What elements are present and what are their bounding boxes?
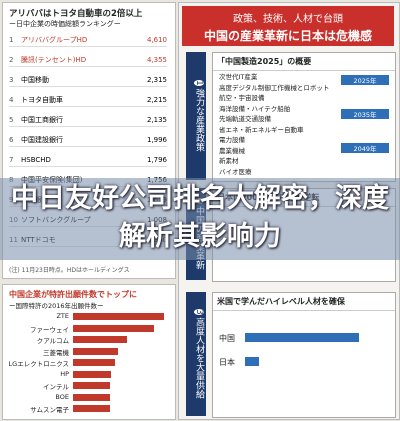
ranking-row: 2 騰訊(テンセント)HD 4,355 [9,53,167,67]
bar [73,382,111,389]
list-item: 高度デジタル制御工作機械とロボット [219,83,329,92]
ranking-cell: 騰訊(テンセント)HD [21,55,87,64]
ranking-cell: 2,215 [146,95,167,104]
section-number: 1 [194,80,204,86]
bar [73,313,164,320]
list-item: 省エネ・新エネルギー自動車 [219,125,304,134]
section-box: 米国で学んだハイレベル人材を確保中国日本 [212,292,396,418]
box-title: 米国で学んだハイレベル人材を確保 [213,293,395,311]
ranking-cell: 6 [9,135,14,144]
ranking-cell: 2 [9,55,14,64]
list-item: 海洋設備・ハイテク船舶 [219,104,291,113]
list-item: 先端軌道交通設備 [219,115,271,123]
section-box: 「中国製造2025」の概要次世代IT産業高度デジタル制御工作機械とロボット 航空・… [212,52,396,182]
ranking-cell: トヨタ自動車 [21,95,63,104]
ranking-cell: 4,610 [146,35,167,44]
ranking-cell: 4 [9,95,14,104]
box-title: 「中国製造2025」の概要 [213,53,395,71]
bar-label: 中国 [219,334,235,343]
section-label: 1 強力な産業政策 [186,52,206,180]
bar-label: 日本 [219,358,235,367]
section-text: 強力な産業政策 [194,88,204,152]
bar [73,393,110,401]
bar [73,324,155,332]
ranking-note: (注) 11月23日時点。HDはホールディングス [9,267,130,274]
bar [73,336,128,343]
bar [73,405,110,412]
bar-label: BOE [55,392,69,401]
ranking-row: 1 アリババグループHD 4,610 [9,33,167,47]
ranking-row: 7 HSBCHD 1,796 [9,153,167,167]
ranking-cell: 3 [9,75,14,84]
ranking-cell: 中国工商銀行 [21,115,63,124]
list-item: 次世代IT産業 [219,73,258,81]
bar-label: LGエレクトロニクス [8,360,69,368]
ranking-cell: 中国移動 [21,75,49,84]
ranking-cell: 7 [9,155,14,164]
ranking-title: アリババはトヨタ自動車の2倍以上 [9,9,143,19]
ranking-cell: HSBCHD [21,155,51,164]
ranking-cell: 2,315 [146,75,167,84]
overlay-title: 中日友好公司排名大解密，深度解析其影响力 [11,183,389,252]
bar-label: HP [60,369,69,378]
bar [73,359,115,366]
ranking-cell: 5 [9,115,14,124]
bar-label: ZTE [56,312,69,320]
patent-subtitle: ー国際特許の2016年出願件数ー [9,302,104,310]
bar [73,370,112,378]
patent-panel: 中国企業が特許出願件数でトップに ー国際特許の2016年出願件数ー ZTE ファー… [2,284,176,420]
bar [73,347,119,355]
list-item: バイオ医療 [219,167,252,176]
ranking-cell: 中国建設銀行 [21,135,63,144]
ranking-row: 3 中国移動 2,315 [9,73,167,87]
ranking-cell: 1,796 [146,155,167,164]
bar-label: サムスン電子 [30,406,69,414]
ranking-cell: アリババグループHD [21,35,88,44]
step: 2025年 [341,75,389,85]
header-line1: 政策、技術、人材で台頭 [233,14,343,25]
header: 政策、技術、人材で台頭 中国の産業革新に日本は危機感 [182,6,394,46]
step: 2035年 [341,109,389,119]
ranking-cell: 2,135 [146,115,167,124]
bar-label: インテル [43,383,69,391]
section-label: 3 高度人材を大量供給 [186,292,206,416]
ranking-subtitle: ー日中企業の時価総額ランキングー [9,20,121,28]
list-item: 新素材 [219,157,239,165]
step: 2049年 [341,143,389,153]
list-item: 電力設備 [219,136,245,144]
ranking-cell: 4,355 [146,55,167,64]
blur-band [0,178,400,260]
header-line2: 中国の産業革新に日本は危機感 [203,29,372,43]
bar [245,333,359,342]
ranking-cell: 1 [9,35,14,44]
ranking-cell: 1,996 [146,135,167,144]
bar [245,357,260,366]
ranking-row: 4 トヨタ自動車 2,215 [9,93,167,107]
ranking-row: 5 中国工商銀行 2,135 [9,113,167,127]
list-item: 航空・宇宙設備 [219,94,265,102]
section-text: 高度人材を大量供給 [194,317,204,399]
bar-label: 三菱電機 [43,348,69,357]
ranking-row: 6 中国建設銀行 1,996 [9,133,167,147]
bar-label: クアルコム [36,337,69,345]
bar-label: ファーウェイ [30,325,69,334]
section-number: 3 [194,309,204,315]
list-item: 農業機械 [219,146,245,155]
patent-title: 中国企業が特許出願件数でトップに [9,290,137,299]
